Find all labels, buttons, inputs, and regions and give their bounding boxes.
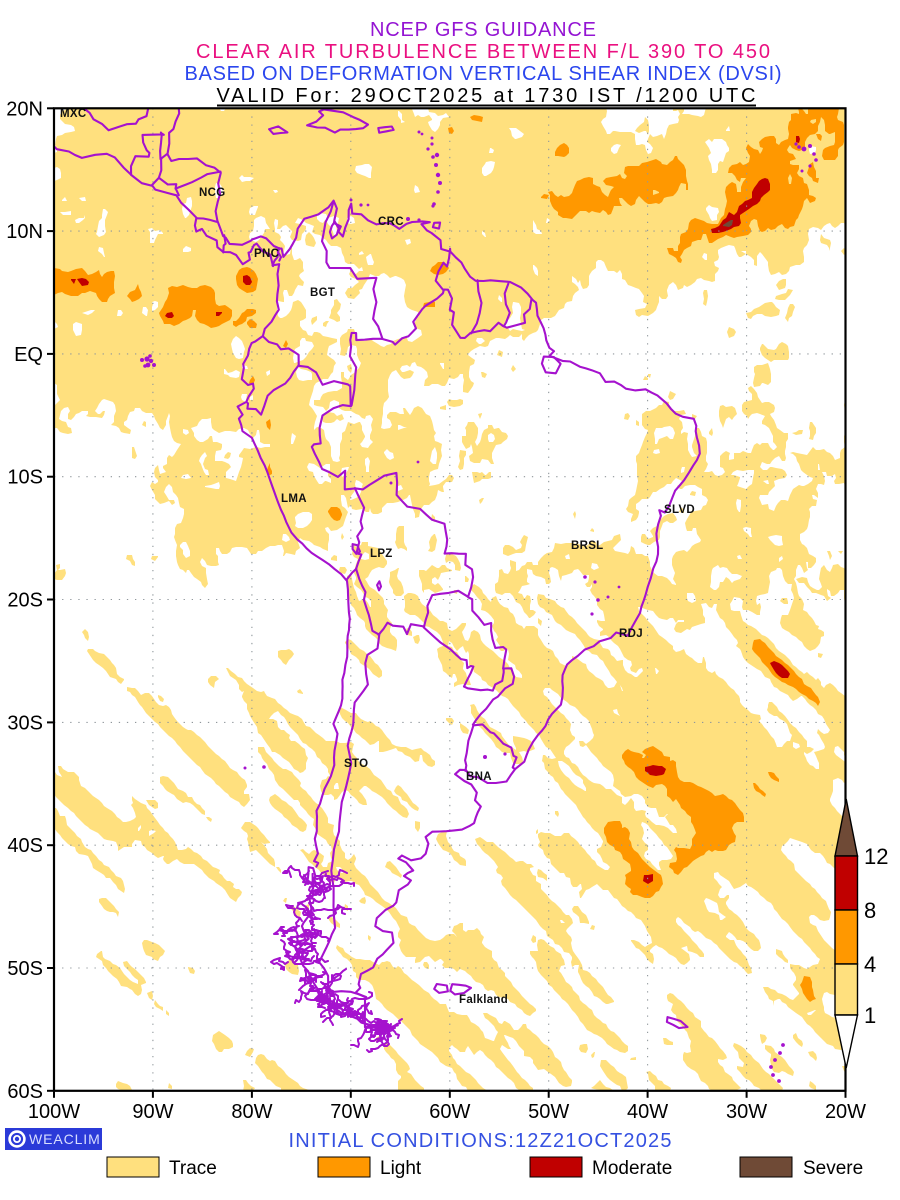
svg-text:4: 4 <box>864 952 876 977</box>
svg-text:80W: 80W <box>231 1101 272 1123</box>
svg-text:RDJ: RDJ <box>619 628 643 640</box>
svg-text:Trace: Trace <box>169 1158 217 1179</box>
svg-text:BNA: BNA <box>466 771 492 783</box>
svg-text:LPZ: LPZ <box>370 548 393 560</box>
svg-text:NCEP GFS GUIDANCE: NCEP GFS GUIDANCE <box>370 19 596 41</box>
svg-text:Moderate: Moderate <box>592 1158 672 1179</box>
svg-text:SLVD: SLVD <box>664 504 695 516</box>
svg-text:60S: 60S <box>7 1081 43 1103</box>
svg-text:40W: 40W <box>627 1101 668 1123</box>
svg-text:1: 1 <box>864 1003 876 1028</box>
svg-text:MXC: MXC <box>60 108 86 120</box>
svg-text:60W: 60W <box>429 1101 470 1123</box>
svg-text:EQ: EQ <box>14 344 43 366</box>
svg-text:12: 12 <box>864 844 888 869</box>
svg-text:20S: 20S <box>7 590 43 612</box>
svg-text:20W: 20W <box>825 1101 866 1123</box>
svg-text:30S: 30S <box>7 712 43 734</box>
svg-text:90W: 90W <box>132 1101 173 1123</box>
svg-text:Severe: Severe <box>803 1158 863 1179</box>
svg-text:PNC: PNC <box>254 248 279 260</box>
svg-text:BGT: BGT <box>310 287 335 299</box>
svg-text:BASED ON DEFORMATION VERTICAL: BASED ON DEFORMATION VERTICAL SHEAR INDE… <box>185 63 782 85</box>
svg-text:20N: 20N <box>6 98 43 120</box>
svg-text:30W: 30W <box>726 1101 767 1123</box>
svg-text:LMA: LMA <box>281 493 307 505</box>
svg-text:10S: 10S <box>7 467 43 489</box>
svg-text:40S: 40S <box>7 835 43 857</box>
svg-text:Falkland: Falkland <box>459 994 508 1006</box>
svg-text:100W: 100W <box>28 1101 80 1123</box>
svg-text:8: 8 <box>864 898 876 923</box>
svg-text:70W: 70W <box>330 1101 371 1123</box>
svg-text:50S: 50S <box>7 958 43 980</box>
svg-text:STO: STO <box>344 758 368 770</box>
svg-text:10N: 10N <box>6 221 43 243</box>
svg-text:CRC: CRC <box>378 216 404 228</box>
svg-text:INITIAL CONDITIONS:12Z21OCT202: INITIAL CONDITIONS:12Z21OCT2025 <box>289 1130 672 1152</box>
svg-text:WEACLIM: WEACLIM <box>29 1131 101 1147</box>
svg-text:CLEAR AIR TURBULENCE BETWEEN F: CLEAR AIR TURBULENCE BETWEEN F/L 390 TO … <box>196 41 770 63</box>
svg-text:VALID For: 29OCT2025 at 1730 I: VALID For: 29OCT2025 at 1730 IST /1200 U… <box>217 85 756 107</box>
svg-text:BRSL: BRSL <box>571 540 604 552</box>
svg-text:Light: Light <box>380 1158 422 1179</box>
svg-text:50W: 50W <box>528 1101 569 1123</box>
svg-text:NCG: NCG <box>199 187 225 199</box>
